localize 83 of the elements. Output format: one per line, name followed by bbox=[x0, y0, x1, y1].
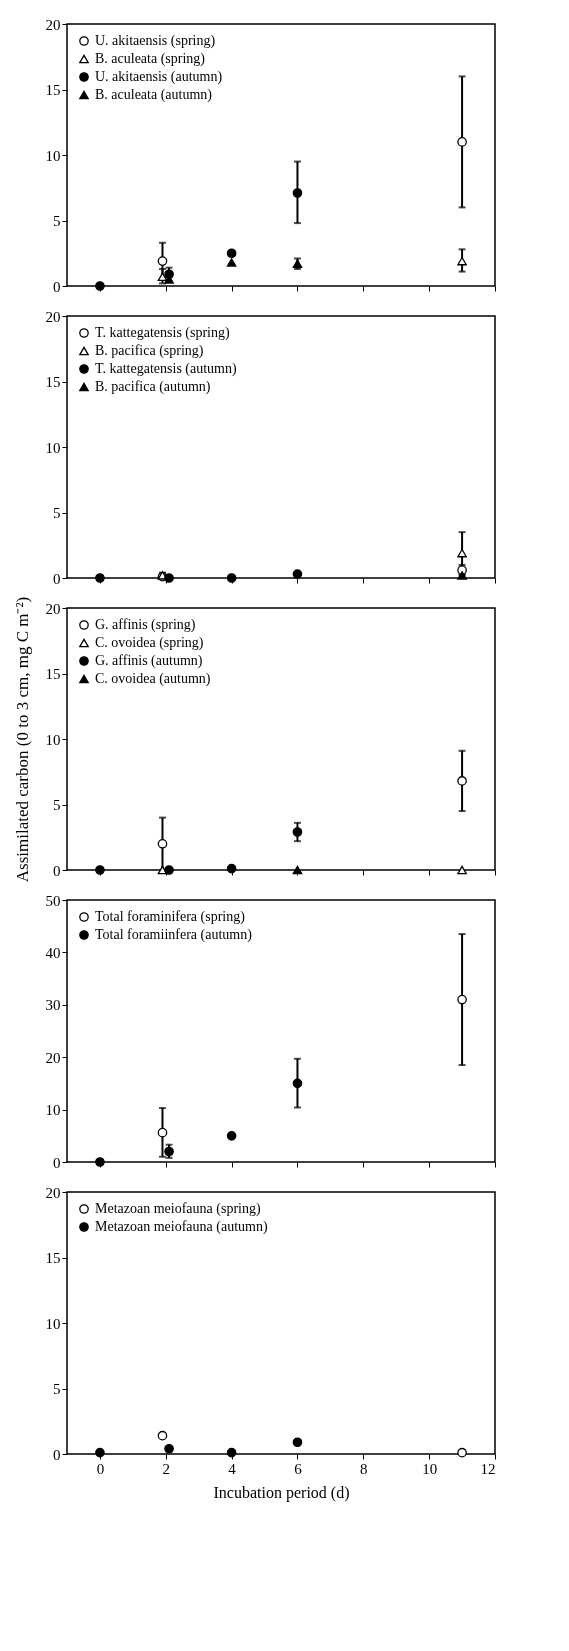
point bbox=[226, 258, 237, 267]
point bbox=[226, 1447, 237, 1458]
y-tick-label: 15 bbox=[45, 666, 61, 682]
point bbox=[292, 827, 303, 837]
y-tick-label: 10 bbox=[45, 731, 61, 748]
point bbox=[164, 573, 174, 583]
y-tick-label: 15 bbox=[45, 1250, 61, 1266]
point bbox=[226, 1130, 237, 1141]
point bbox=[292, 865, 303, 875]
point bbox=[95, 281, 105, 291]
point bbox=[157, 1430, 168, 1441]
point bbox=[95, 1157, 105, 1167]
legend-label: T. kattegatensis (spring) bbox=[95, 325, 230, 341]
legend-label: Total foramiinfera (autumn) bbox=[95, 927, 253, 943]
y-tick-label: 10 bbox=[45, 147, 61, 164]
legend-label: B. aculeata (autumn) bbox=[95, 87, 213, 103]
legend-label: U. akitaensis (spring) bbox=[95, 33, 216, 49]
y-tick-label: 0 bbox=[53, 278, 61, 295]
legend-label: G. affinis (spring) bbox=[95, 617, 196, 633]
point bbox=[226, 863, 237, 874]
y-tick-label: 20 bbox=[45, 1184, 61, 1201]
legend-label: B. pacifica (spring) bbox=[95, 343, 204, 359]
point bbox=[157, 838, 168, 849]
y-tick-label: 20 bbox=[45, 1049, 61, 1066]
legend-label: C. ovoidea (autumn) bbox=[95, 671, 211, 687]
x-tick-label: 6 bbox=[294, 1460, 303, 1477]
point bbox=[164, 865, 174, 875]
point bbox=[457, 256, 467, 266]
legend-label: Metazoan meiofauna (autumn) bbox=[95, 1219, 268, 1235]
x-tick-label: 8 bbox=[360, 1460, 368, 1477]
y-axis-title: Assimilated carbon (0 to 3 cm, mg C m⁻²) bbox=[12, 596, 32, 883]
point bbox=[457, 776, 467, 786]
x-tick-label: 2 bbox=[162, 1460, 171, 1477]
point bbox=[226, 248, 237, 259]
y-tick-label: 10 bbox=[45, 1315, 61, 1332]
y-tick-label: 40 bbox=[45, 944, 61, 961]
point bbox=[292, 569, 303, 579]
point bbox=[157, 272, 168, 282]
point bbox=[95, 865, 105, 875]
x-tick-label: 10 bbox=[422, 1460, 438, 1477]
y-tick-label: 0 bbox=[53, 1446, 61, 1463]
x-tick-label: 12 bbox=[480, 1460, 496, 1477]
y-tick-label: 5 bbox=[53, 213, 61, 229]
y-tick-label: 5 bbox=[53, 797, 61, 813]
point bbox=[457, 994, 467, 1005]
y-tick-label: 20 bbox=[45, 600, 61, 617]
point bbox=[457, 137, 467, 147]
y-tick-label: 0 bbox=[53, 1154, 61, 1171]
point bbox=[95, 573, 105, 583]
y-tick-label: 5 bbox=[53, 1381, 61, 1397]
legend-label: B. aculeata (spring) bbox=[95, 51, 206, 67]
legend-label: Total foraminifera (spring) bbox=[95, 909, 246, 925]
y-tick-label: 20 bbox=[45, 16, 61, 33]
y-tick-label: 30 bbox=[45, 997, 61, 1014]
legend-label: B. pacifica (autumn) bbox=[95, 379, 211, 395]
point bbox=[457, 865, 467, 875]
point bbox=[292, 188, 303, 198]
legend-label: U. akitaensis (autumn) bbox=[95, 69, 223, 85]
point bbox=[457, 548, 467, 558]
x-tick-label: 0 bbox=[96, 1460, 105, 1477]
legend-label: T. kattegatensis (autumn) bbox=[95, 361, 237, 377]
y-tick-label: 50 bbox=[45, 892, 61, 909]
legend-label: G. affinis (autumn) bbox=[95, 653, 203, 669]
point bbox=[164, 1443, 174, 1454]
point bbox=[226, 573, 237, 583]
y-tick-label: 20 bbox=[45, 308, 61, 325]
point bbox=[157, 1127, 168, 1138]
point bbox=[292, 1078, 303, 1089]
x-axis-title: Incubation period (d) bbox=[213, 1483, 350, 1502]
y-tick-label: 15 bbox=[45, 82, 61, 98]
legend-label: C. ovoidea (spring) bbox=[95, 635, 204, 651]
y-tick-label: 15 bbox=[45, 374, 61, 390]
x-tick-label: 4 bbox=[228, 1460, 237, 1477]
y-tick-label: 5 bbox=[53, 505, 61, 521]
point bbox=[292, 1437, 303, 1448]
y-tick-label: 10 bbox=[45, 1102, 61, 1119]
point bbox=[95, 1447, 105, 1458]
y-tick-label: 0 bbox=[53, 862, 61, 879]
legend-label: Metazoan meiofauna (spring) bbox=[95, 1201, 261, 1217]
point bbox=[157, 256, 168, 266]
y-tick-label: 10 bbox=[45, 439, 61, 456]
y-tick-label: 0 bbox=[53, 570, 61, 587]
point bbox=[457, 1447, 467, 1458]
